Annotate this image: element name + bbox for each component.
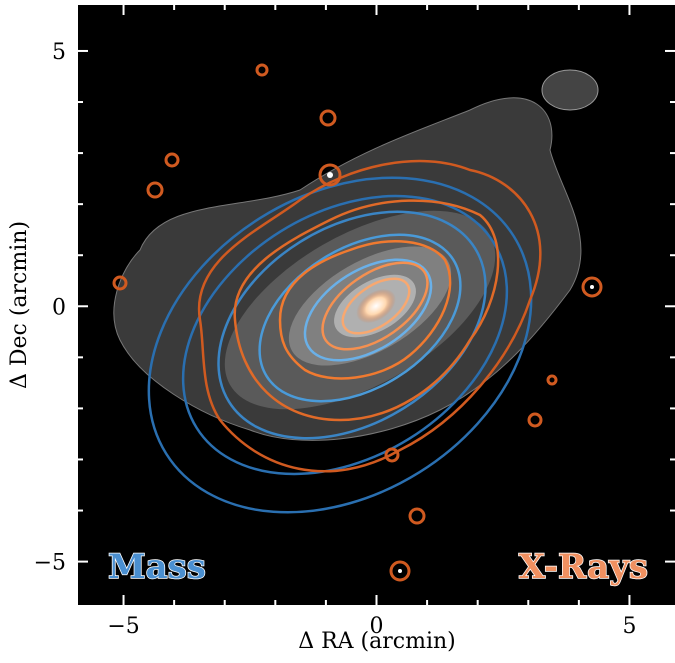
- image: [112, 63, 603, 582]
- y-axis-label: Δ Dec (arcmin): [7, 221, 32, 389]
- x-tick-label: 5: [622, 614, 636, 639]
- y-tick-label: 0: [52, 295, 66, 320]
- x-tick-label: 0: [370, 614, 384, 639]
- x-axis-label: Δ RA (arcmin): [298, 629, 456, 654]
- annotation: X-Rays: [519, 547, 648, 587]
- y-tick-label: 5: [52, 40, 66, 65]
- x-tick-label: −5: [107, 614, 139, 639]
- y-tick-label: −5: [34, 551, 66, 576]
- annotation: Mass: [108, 547, 206, 587]
